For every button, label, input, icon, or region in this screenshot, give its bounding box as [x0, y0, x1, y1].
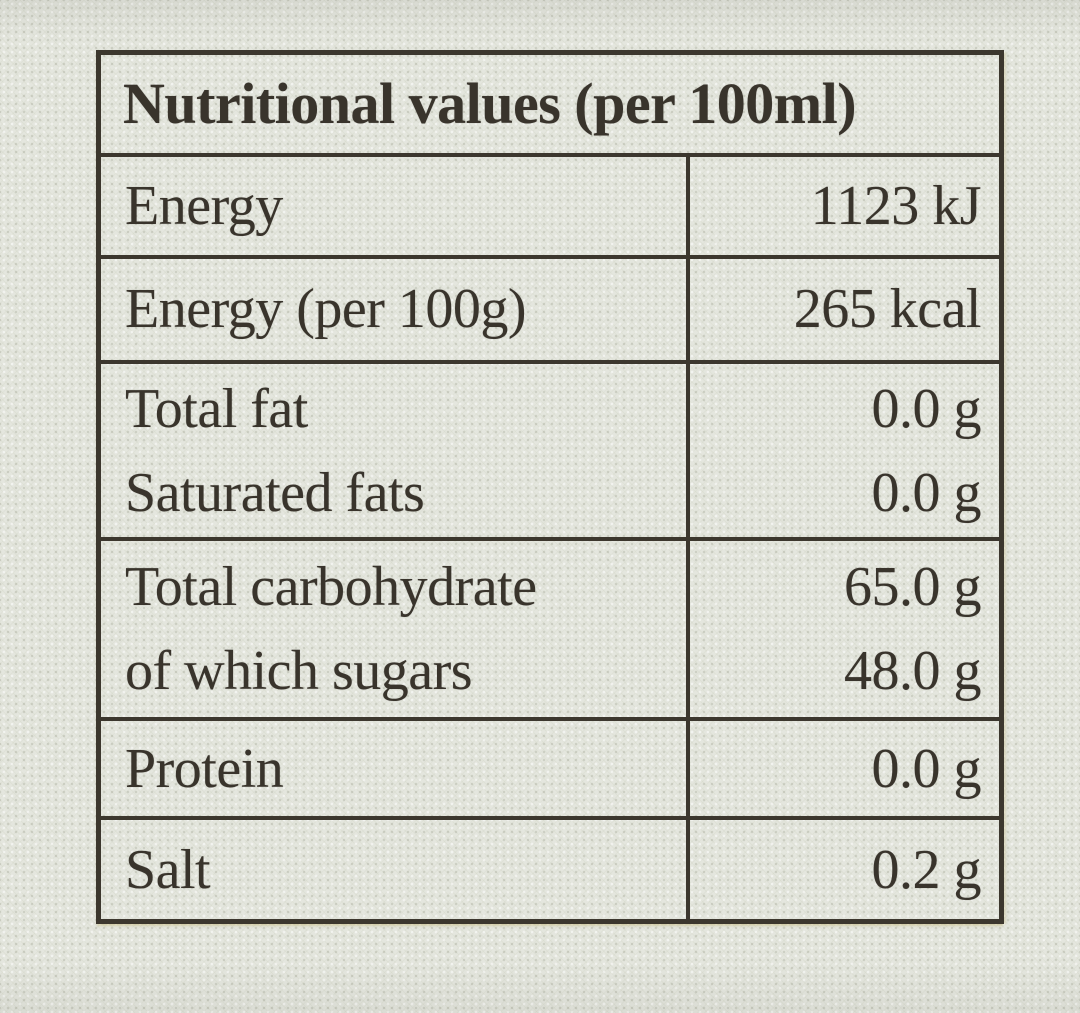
- label-cell: Energy (per 100g): [101, 258, 690, 360]
- value-cell: 0.2 g: [690, 820, 999, 919]
- value-cell: 65.0 g 48.0 g: [690, 541, 999, 717]
- row-value: 0.0 g: [871, 377, 982, 440]
- row-value: 65.0 g: [844, 556, 982, 619]
- row-sublabel: of which sugars: [125, 640, 473, 703]
- table-row-fat: Total fat Saturated fats 0.0 g 0.0 g: [101, 359, 999, 538]
- label-cell: Total carbohydrate of which sugars: [101, 541, 690, 718]
- row-value: 265 kcal: [793, 278, 982, 341]
- value-cell: 1123 kJ: [690, 157, 999, 255]
- row-label: Protein: [125, 737, 284, 800]
- table-row-energy: Energy 1123 kJ: [101, 152, 999, 255]
- value-cell: 265 kcal: [690, 259, 999, 360]
- row-label: Total fat: [125, 377, 308, 440]
- label-cell: Energy: [101, 156, 690, 255]
- label-cell: Total fat Saturated fats: [101, 363, 690, 538]
- table-row-energy-kcal: Energy (per 100g) 265 kcal: [101, 254, 999, 360]
- value-cell: 0.0 g: [690, 721, 999, 816]
- row-label: Energy (per 100g): [125, 278, 527, 341]
- row-subvalue: 48.0 g: [844, 640, 982, 703]
- nutrition-table: Nutritional values (per 100ml) Energy 11…: [96, 50, 1004, 924]
- label-cell: Protein: [101, 721, 690, 817]
- row-sublabel: Saturated fats: [125, 461, 425, 524]
- row-label: Energy: [125, 174, 283, 237]
- table-row-protein: Protein 0.0 g: [101, 717, 999, 817]
- row-subvalue: 0.0 g: [871, 461, 982, 524]
- table-header-row: Nutritional values (per 100ml): [101, 55, 999, 153]
- row-label: Total carbohydrate: [125, 556, 537, 619]
- row-label: Salt: [125, 838, 211, 901]
- table-row-salt: Salt 0.2 g: [101, 816, 999, 920]
- table-title: Nutritional values (per 100ml): [123, 71, 857, 137]
- value-cell: 0.0 g 0.0 g: [690, 364, 999, 538]
- row-value: 0.0 g: [871, 737, 982, 800]
- label-cell: Salt: [101, 820, 690, 920]
- row-value: 1123 kJ: [810, 174, 982, 237]
- row-value: 0.2 g: [871, 838, 982, 901]
- table-row-carbohydrate: Total carbohydrate of which sugars 65.0 …: [101, 537, 999, 718]
